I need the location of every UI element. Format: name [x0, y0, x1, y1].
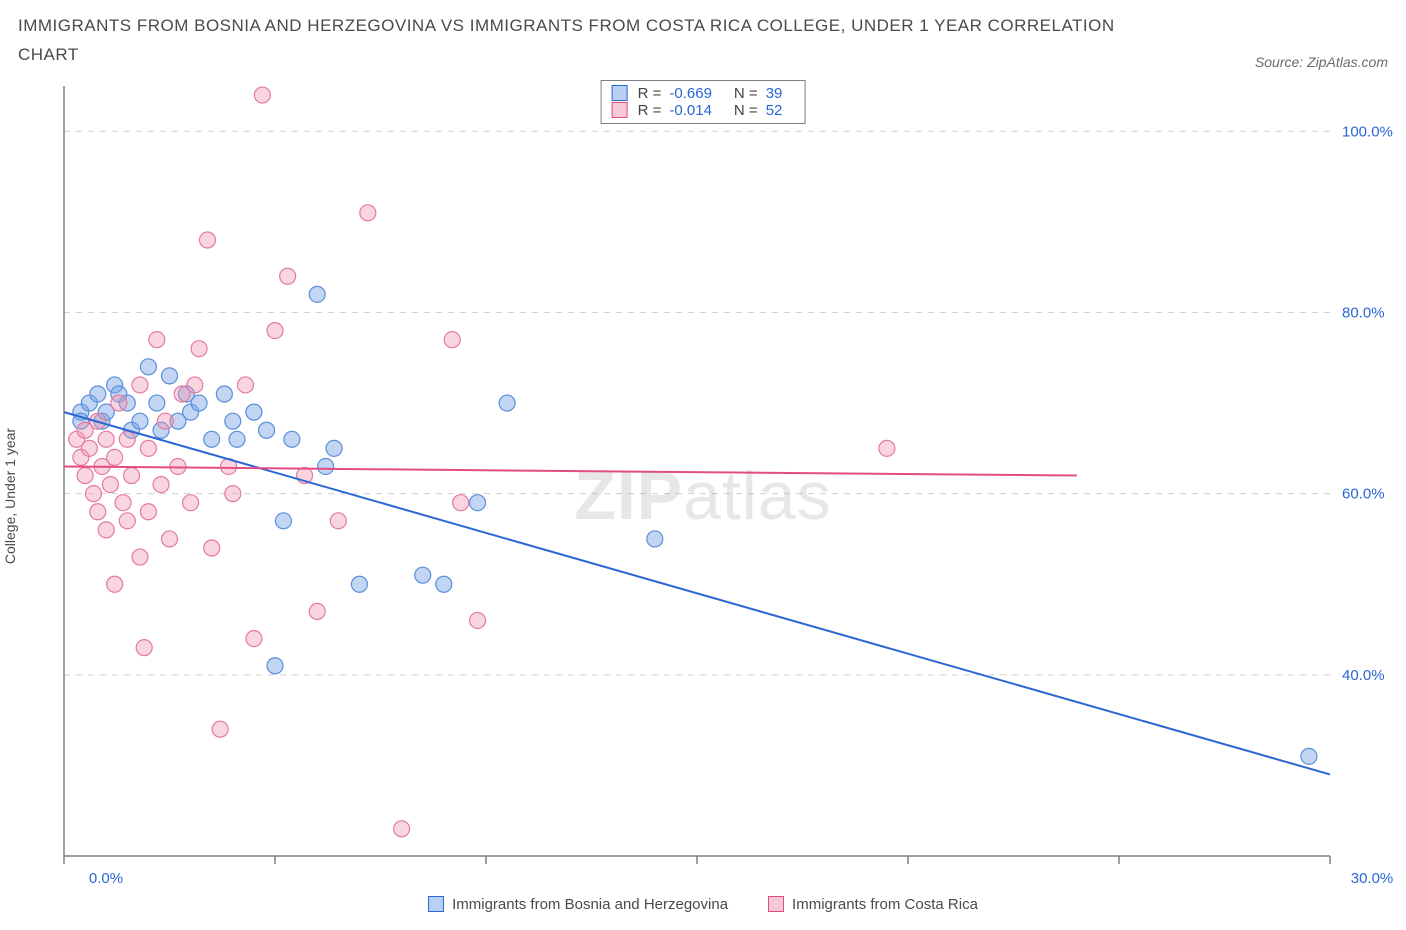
- point-costarica: [107, 449, 123, 465]
- legend-row-bosnia: R =-0.669N =39: [612, 85, 795, 102]
- point-costarica: [86, 485, 102, 501]
- point-costarica: [98, 431, 114, 447]
- point-costarica: [267, 322, 283, 338]
- point-bosnia: [351, 576, 367, 592]
- swatch-bosnia: [428, 896, 444, 912]
- point-costarica: [153, 476, 169, 492]
- point-costarica: [81, 440, 97, 456]
- point-bosnia: [309, 286, 325, 302]
- point-costarica: [225, 485, 241, 501]
- point-bosnia: [259, 422, 275, 438]
- point-bosnia: [162, 368, 178, 384]
- point-costarica: [111, 395, 127, 411]
- point-costarica: [132, 377, 148, 393]
- swatch-costarica: [768, 896, 784, 912]
- point-bosnia: [1301, 748, 1317, 764]
- x-min-label: 0.0%: [89, 870, 123, 887]
- point-costarica: [162, 531, 178, 547]
- point-bosnia: [470, 494, 486, 510]
- point-costarica: [453, 494, 469, 510]
- point-costarica: [254, 87, 270, 103]
- x-max-label: 30.0%: [1351, 870, 1394, 887]
- point-costarica: [136, 639, 152, 655]
- point-costarica: [360, 205, 376, 221]
- trend-bosnia: [64, 412, 1330, 774]
- point-bosnia: [191, 395, 207, 411]
- point-costarica: [237, 377, 253, 393]
- point-costarica: [119, 513, 135, 529]
- point-bosnia: [216, 386, 232, 402]
- svg-text:100.0%: 100.0%: [1342, 123, 1393, 140]
- point-costarica: [140, 504, 156, 520]
- point-costarica: [140, 440, 156, 456]
- point-costarica: [187, 377, 203, 393]
- point-bosnia: [284, 431, 300, 447]
- point-costarica: [90, 504, 106, 520]
- point-bosnia: [499, 395, 515, 411]
- point-costarica: [183, 494, 199, 510]
- point-costarica: [330, 513, 346, 529]
- point-costarica: [119, 431, 135, 447]
- point-costarica: [470, 612, 486, 628]
- point-costarica: [246, 630, 262, 646]
- point-bosnia: [140, 359, 156, 375]
- svg-text:60.0%: 60.0%: [1342, 485, 1385, 502]
- point-bosnia: [326, 440, 342, 456]
- series-legend-costarica: Immigrants from Costa Rica: [768, 896, 978, 913]
- point-bosnia: [647, 531, 663, 547]
- point-bosnia: [90, 386, 106, 402]
- correlation-legend: R =-0.669N =39R =-0.014N =52: [601, 80, 806, 124]
- point-costarica: [102, 476, 118, 492]
- point-costarica: [115, 494, 131, 510]
- source-credit: Source: ZipAtlas.com: [1255, 54, 1388, 70]
- point-costarica: [191, 340, 207, 356]
- point-costarica: [212, 721, 228, 737]
- series-legend-bosnia: Immigrants from Bosnia and Herzegovina: [428, 896, 728, 913]
- point-costarica: [204, 540, 220, 556]
- series-legend: Immigrants from Bosnia and Herzegovina Im…: [18, 896, 1388, 913]
- point-costarica: [124, 467, 140, 483]
- point-bosnia: [132, 413, 148, 429]
- point-costarica: [394, 821, 410, 837]
- point-costarica: [132, 549, 148, 565]
- point-costarica: [149, 331, 165, 347]
- point-bosnia: [246, 404, 262, 420]
- point-bosnia: [267, 658, 283, 674]
- point-costarica: [444, 331, 460, 347]
- trend-costarica: [64, 466, 1077, 475]
- point-bosnia: [436, 576, 452, 592]
- point-bosnia: [149, 395, 165, 411]
- swatch-costarica: [612, 102, 628, 118]
- y-axis-label: College, Under 1 year: [2, 428, 18, 564]
- point-bosnia: [204, 431, 220, 447]
- point-bosnia: [275, 513, 291, 529]
- svg-text:80.0%: 80.0%: [1342, 304, 1385, 321]
- point-costarica: [157, 413, 173, 429]
- point-bosnia: [225, 413, 241, 429]
- point-costarica: [77, 467, 93, 483]
- swatch-bosnia: [612, 85, 628, 101]
- page-title: IMMIGRANTS FROM BOSNIA AND HERZEGOVINA V…: [18, 12, 1138, 70]
- point-costarica: [107, 576, 123, 592]
- point-bosnia: [415, 567, 431, 583]
- point-costarica: [199, 232, 215, 248]
- scatter-plot: 40.0% 60.0% 80.0% 100.0%: [60, 80, 1400, 870]
- legend-row-costarica: R =-0.014N =52: [612, 102, 795, 119]
- point-bosnia: [318, 458, 334, 474]
- point-costarica: [879, 440, 895, 456]
- chart-frame: College, Under 1 year 40.0%60.0%80.0%100…: [18, 80, 1388, 913]
- point-costarica: [98, 522, 114, 538]
- point-bosnia: [229, 431, 245, 447]
- point-costarica: [309, 603, 325, 619]
- svg-text:40.0%: 40.0%: [1342, 667, 1385, 684]
- point-costarica: [280, 268, 296, 284]
